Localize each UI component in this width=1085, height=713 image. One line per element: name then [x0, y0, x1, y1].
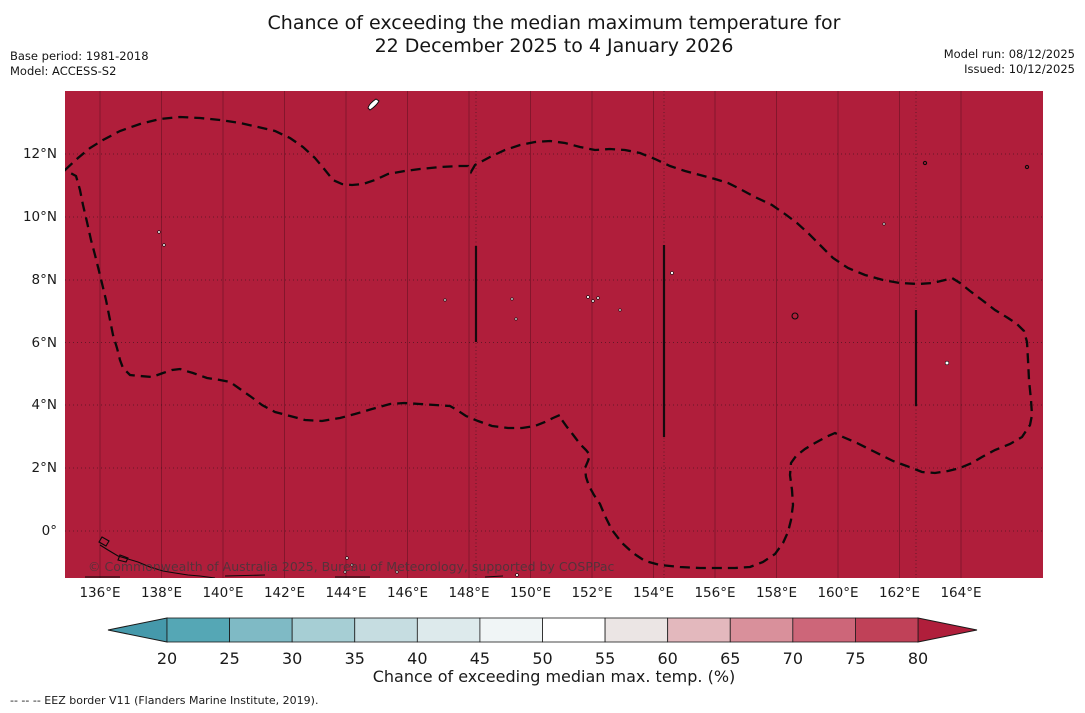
- colorbar-tick-label: 60: [657, 649, 677, 668]
- meta-left-block: Base period: 1981-2018 Model: ACCESS-S2: [10, 49, 149, 79]
- colorbar-tick-label: 35: [345, 649, 365, 668]
- meta-right-block: Model run: 08/12/2025 Issued: 10/12/2025: [944, 47, 1075, 76]
- colorbar-tick-label: 70: [783, 649, 803, 668]
- new-guinea-coastline: [85, 536, 504, 579]
- colorbar-tick-label: 20: [157, 649, 177, 668]
- colorbar-tick-label: 25: [219, 649, 239, 668]
- footnote-eez-legend: -- -- -- EEZ border V11 (Flanders Marine…: [10, 694, 319, 707]
- y-axis-tick-label: 6°N: [31, 334, 57, 351]
- y-axis-tick-label: 12°N: [22, 146, 57, 162]
- x-axis-tick-label: 152°E: [571, 585, 613, 601]
- colorbar-tick-label: 65: [720, 649, 740, 668]
- x-axis-tick-label: 138°E: [140, 585, 183, 601]
- issued-label: Issued: 10/12/2025: [964, 61, 1075, 76]
- sub-eez-boundary-lines: [475, 91, 917, 578]
- x-axis-tick-label: 148°E: [448, 585, 490, 601]
- latitude-gridlines: [65, 153, 1043, 532]
- colorbar-right-arrow: [917, 617, 978, 643]
- colorbar-left-arrow: [107, 617, 168, 643]
- colorbar-segment: [542, 617, 606, 643]
- sub-eez-boundary-solid-segments: [474, 245, 918, 437]
- guam-island-outline: [367, 98, 380, 111]
- x-axis-tick-label: 156°E: [694, 585, 736, 601]
- island-markers: [85, 98, 1030, 579]
- x-axis-tick-label: 142°E: [263, 585, 306, 601]
- x-axis-tick-label: 158°E: [755, 585, 798, 601]
- colorbar-tick-label: 50: [532, 649, 552, 668]
- y-axis-tick-label: 4°N: [31, 397, 57, 413]
- colorbar-segment: [416, 617, 481, 643]
- colorbar-tick-label: 30: [282, 649, 302, 668]
- x-axis-tick-label: 160°E: [817, 585, 859, 601]
- x-axis-tick-label: 162°E: [878, 585, 921, 601]
- longitude-gridlines: [99, 91, 962, 578]
- eez-border-path: [63, 115, 1034, 570]
- x-axis-tick-label: 164°E: [940, 585, 982, 601]
- x-axis-tick-label: 136°E: [79, 585, 121, 601]
- colorbar-tick-label: 40: [407, 649, 427, 668]
- x-axis-tick-label: 154°E: [632, 585, 675, 601]
- colorbar-segment: [166, 617, 230, 643]
- colorbar-segment: [479, 617, 543, 643]
- colorbar-tick-label: 45: [470, 649, 490, 668]
- watermark: © Commonwealth of Australia 2025, Bureau…: [88, 559, 614, 574]
- y-axis-tick-label: 8°N: [31, 272, 57, 288]
- colorbar-segment: [354, 617, 418, 643]
- colorbar-segment: [792, 617, 856, 643]
- colorbar-segment: [291, 617, 356, 643]
- atoll-ring-island: [791, 312, 799, 320]
- model-run-label: Model run: 08/12/2025: [943, 47, 1075, 61]
- y-axis-tick-label: 2°N: [31, 460, 57, 476]
- colorbar: 20 25 30 35 40 45 50 55 60 65 70 75 80: [107, 617, 978, 668]
- base-period-label: Base period: 1981-2018: [10, 49, 149, 63]
- colorbar-label: Chance of exceeding median max. temp. (%…: [372, 667, 736, 686]
- map-area: © Commonwealth of Australia 2025, Bureau…: [63, 91, 1043, 579]
- x-axis-tick-label: 150°E: [509, 585, 552, 601]
- map-canvas: © Commonwealth of Australia 2025, Bureau…: [63, 91, 1043, 579]
- x-axis-tick-label: 144°E: [325, 585, 367, 601]
- map-fill: [65, 91, 1043, 578]
- y-axis-tick-label: 0°: [41, 523, 57, 539]
- colorbar-tick-label: 80: [908, 649, 928, 668]
- colorbar-segment: [604, 617, 669, 643]
- x-axis-tick-label: 146°E: [386, 585, 429, 601]
- colorbar-segment: [729, 617, 794, 643]
- model-label: Model: ACCESS-S2: [10, 64, 117, 78]
- chart-title-line1: Chance of exceeding the median maximum t…: [267, 12, 841, 34]
- chart-title: Chance of exceeding the median maximum t…: [65, 12, 1043, 58]
- colorbar-segment: [667, 617, 731, 643]
- colorbar-tick-label: 75: [845, 649, 865, 668]
- chart-title-line2: 22 December 2025 to 4 January 2026: [374, 35, 734, 57]
- colorbar-segment: [229, 617, 293, 643]
- y-axis-tick-label: 10°N: [22, 209, 57, 225]
- colorbar-segment: [855, 617, 919, 643]
- colorbar-tick-label: 55: [595, 649, 615, 668]
- x-axis-tick-label: 140°E: [202, 585, 244, 601]
